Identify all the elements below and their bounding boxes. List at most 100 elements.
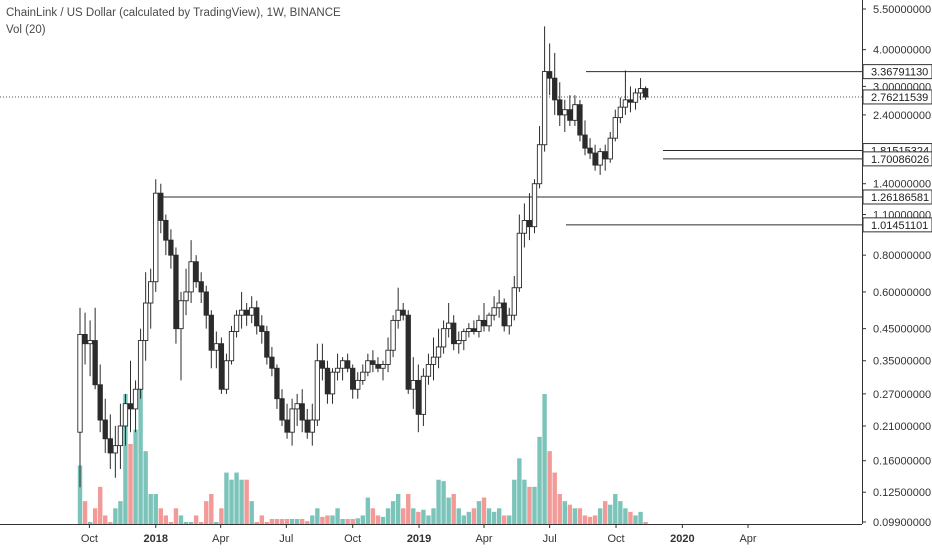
volume-legend[interactable]: Vol (20) — [6, 24, 46, 36]
volume-bar-70 — [431, 508, 436, 524]
candle-body-44 — [299, 403, 305, 421]
x-tick-label-6: Apr — [475, 533, 492, 545]
candle-body-77 — [466, 328, 472, 332]
volume-bar-23 — [193, 515, 199, 524]
volume-bar-14 — [148, 494, 153, 524]
volume-bar-98 — [572, 508, 578, 524]
candle-body-66 — [410, 379, 416, 390]
y-tick-label-10: 0.35000000 — [873, 356, 931, 368]
volume-bar-51 — [335, 508, 340, 524]
candle-body-30 — [228, 331, 235, 362]
x-tick-label-1: 2018 — [144, 533, 168, 545]
candle-body-109 — [627, 99, 634, 103]
volume-bar-66 — [411, 508, 416, 524]
candle-body-51 — [334, 367, 341, 373]
candle-body-71 — [435, 346, 442, 358]
candle-body-81 — [486, 314, 492, 327]
candle-body-2 — [87, 340, 93, 345]
volume-bar-53 — [345, 519, 350, 524]
volume-bar-55 — [355, 518, 360, 524]
level-label-0: 3.36791130 — [871, 67, 928, 79]
candle-body-11 — [132, 388, 139, 410]
x-tick-label-9: 2020 — [670, 533, 694, 545]
candle-body-15 — [153, 192, 159, 283]
candle-body-83 — [496, 302, 502, 309]
candle-body-52 — [339, 360, 346, 369]
candle-body-80 — [481, 319, 487, 327]
candle-body-46 — [309, 419, 315, 433]
y-tick-label-11: 0.27000000 — [873, 389, 931, 401]
candle-body-107 — [617, 106, 624, 119]
candle-body-43 — [294, 403, 300, 410]
candle-body-25 — [203, 291, 209, 316]
volume-bar-40 — [279, 519, 285, 524]
volume-bar-80 — [481, 497, 487, 524]
candle-body-45 — [304, 419, 310, 433]
x-tick-label-10: Apr — [739, 533, 756, 545]
volume-bar-60 — [380, 516, 386, 524]
y-tick-label-1: 4.00000000 — [873, 45, 931, 57]
candle-body-67 — [415, 379, 421, 415]
candle-body-47 — [314, 360, 320, 421]
candle-body-22 — [188, 261, 194, 293]
volume-bar-72 — [441, 481, 446, 524]
candle-body-97 — [567, 109, 573, 121]
y-tick-label-7: 0.80000000 — [873, 250, 931, 262]
symbol-legend[interactable]: ChainLink / US Dollar (calculated by Tra… — [6, 7, 341, 19]
candle-body-105 — [607, 137, 613, 160]
volume-bar-24 — [199, 522, 204, 524]
volume-bar-18 — [168, 522, 174, 524]
volume-bar-35 — [254, 522, 259, 524]
candle-body-40 — [279, 398, 285, 421]
candle-body-24 — [198, 281, 204, 293]
x-tick-label-2: Apr — [212, 533, 229, 545]
candle-body-3 — [92, 340, 98, 386]
volume-bar-108 — [623, 508, 628, 524]
volume-bar-107 — [618, 501, 623, 524]
y-tick-label-8: 0.60000000 — [873, 287, 931, 299]
x-tick-label-0: Oct — [81, 533, 98, 545]
candle-body-36 — [259, 325, 265, 332]
volume-bar-39 — [274, 519, 280, 524]
volume-bar-52 — [340, 519, 345, 524]
volume-bar-27 — [214, 522, 219, 524]
volume-bar-26 — [209, 494, 214, 524]
x-tick-label-8: Oct — [607, 533, 624, 545]
volume-bar-76 — [461, 515, 466, 524]
candle-body-23 — [193, 261, 199, 283]
candle-body-100 — [582, 134, 588, 149]
volume-bar-37 — [264, 522, 270, 524]
volume-bar-21 — [183, 522, 189, 524]
candle-body-54 — [350, 367, 356, 390]
volume-bar-46 — [310, 515, 315, 524]
volume-bar-10 — [128, 444, 133, 524]
volume-bar-25 — [204, 501, 209, 524]
volume-bar-93 — [547, 451, 552, 524]
candle-body-112 — [642, 88, 649, 98]
volume-bar-50 — [330, 515, 335, 524]
volume-bar-61 — [385, 508, 391, 524]
candle-body-28 — [218, 343, 225, 390]
volume-bar-68 — [421, 509, 426, 524]
volume-bar-112 — [643, 522, 648, 524]
candle-body-75 — [456, 340, 462, 345]
candle-body-111 — [637, 88, 644, 94]
y-tick-label-12: 0.21000000 — [873, 421, 931, 433]
level-label-box-4 — [862, 217, 932, 233]
candle-body-64 — [400, 309, 406, 316]
candle-body-110 — [632, 92, 639, 103]
volume-bar-15 — [153, 494, 158, 524]
current-price-label: 2.76211539 — [871, 92, 928, 104]
level-label-2: 1.70086026 — [871, 154, 929, 166]
volume-bar-105 — [608, 504, 613, 524]
candle-body-13 — [142, 302, 149, 341]
volume-bar-29 — [224, 472, 229, 524]
volume-bar-74 — [451, 494, 456, 524]
candle-body-32 — [238, 309, 245, 316]
volume-bar-73 — [446, 497, 451, 524]
y-tick-label-13: 0.16000000 — [873, 456, 931, 468]
volume-bar-8 — [118, 501, 123, 524]
candle-body-65 — [405, 314, 411, 390]
